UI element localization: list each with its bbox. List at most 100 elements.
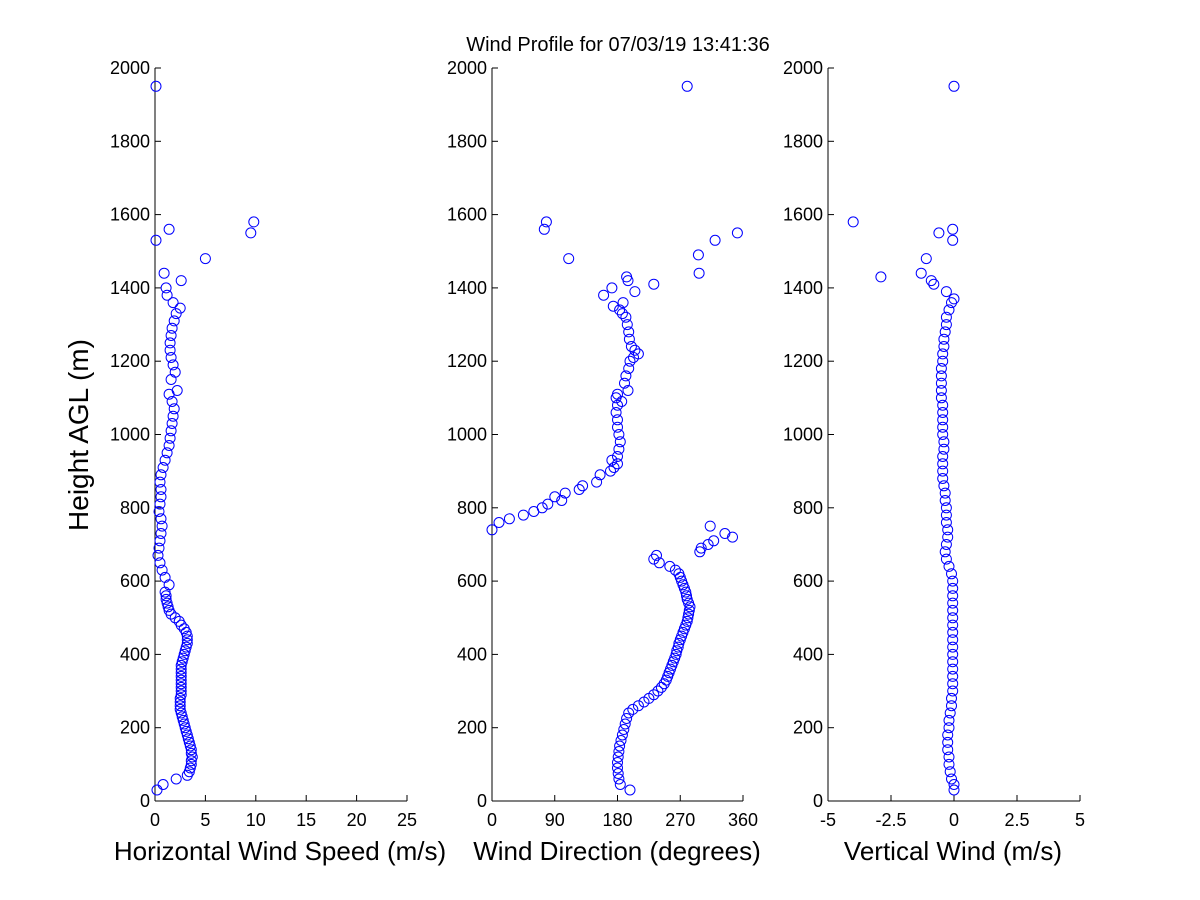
direction-data-point <box>623 333 635 345</box>
direction-data-point <box>606 282 618 294</box>
direction-data-point <box>612 458 623 470</box>
direction-data-point <box>623 707 635 719</box>
vertical-data-point <box>947 582 959 594</box>
direction-data-point <box>623 363 635 374</box>
vertical-data-point <box>940 517 952 528</box>
speed-ytick-label: 1400 <box>110 278 150 298</box>
vertical-data-point <box>942 531 954 543</box>
vertical-data-point <box>940 539 952 550</box>
direction-ytick-label: 200 <box>457 718 487 738</box>
vertical-data-point <box>940 553 952 565</box>
vertical-data-point <box>947 619 959 631</box>
direction-data-point <box>629 344 641 356</box>
direction-data-point <box>616 308 628 320</box>
direction-data-point <box>620 370 632 382</box>
speed-data-point <box>175 685 187 697</box>
direction-panel: 0 200 400 600 800 1000 1200 1400 1600 1800 2000 0 90… <box>447 58 761 866</box>
vertical-data-point <box>947 656 959 668</box>
speed-ytick-label: 1600 <box>110 205 150 225</box>
vertical-data-point <box>935 385 947 396</box>
vertical-data-point <box>940 319 952 331</box>
direction-data-point <box>591 476 603 488</box>
speed-data-point <box>180 626 192 638</box>
vertical-data-point <box>943 722 955 734</box>
vertical-data-point <box>942 729 954 741</box>
vertical-data-point <box>935 370 947 382</box>
direction-data-point <box>493 517 505 528</box>
vertical-data-point <box>937 465 949 477</box>
direction-data-point <box>556 495 568 506</box>
speed-data-point <box>173 615 185 627</box>
direction-data-point <box>621 271 633 283</box>
direction-data-point <box>681 80 693 92</box>
direction-data-point <box>629 286 641 298</box>
speed-data-point <box>178 623 190 635</box>
direction-axis-xlabel: Wind Direction (degrees) <box>473 836 761 866</box>
direction-data-point <box>681 615 693 627</box>
vertical-data-point <box>947 670 959 682</box>
speed-data-point <box>163 223 175 235</box>
vertical-data-point <box>938 443 950 455</box>
vertical-data-point <box>947 604 959 616</box>
speed-data-point <box>153 542 165 554</box>
vertical-data-point <box>947 663 959 675</box>
direction-ytick-label: 800 <box>457 498 487 518</box>
speed-data-point <box>171 385 183 396</box>
direction-data-point <box>709 234 721 246</box>
direction-ytick-label: 1000 <box>447 425 487 445</box>
vertical-data-point <box>937 421 949 433</box>
vertical-data-point <box>938 480 950 492</box>
vertical-xtick-label: 2.5 <box>1004 810 1029 830</box>
speed-data-point <box>174 696 186 708</box>
speed-data-point <box>157 779 169 790</box>
direction-data-point <box>692 249 704 261</box>
vertical-data-point <box>942 524 954 536</box>
speed-data-point <box>168 403 180 415</box>
speed-ytick-label: 1000 <box>110 425 150 445</box>
direction-data-point <box>486 524 498 536</box>
speed-data-point <box>154 535 166 547</box>
vertical-data-point <box>948 80 960 92</box>
speed-data-point <box>155 469 167 481</box>
direction-data-point <box>613 443 625 455</box>
direction-data-point <box>616 396 628 407</box>
direction-xtick-label: 180 <box>602 810 632 830</box>
direction-data-point <box>621 319 633 331</box>
speed-data-point <box>150 234 162 246</box>
speed-data-point <box>160 593 172 605</box>
direction-data-point <box>616 729 628 741</box>
direction-xtick-label: 270 <box>665 810 695 830</box>
vertical-data-point <box>940 509 952 521</box>
speed-data-point <box>181 637 193 649</box>
direction-data-point <box>614 779 626 790</box>
vertical-data-point <box>915 267 927 279</box>
speed-data-point <box>161 447 173 459</box>
vertical-data-point <box>946 297 957 309</box>
speed-data-point <box>150 80 162 92</box>
direction-data-point <box>614 304 626 316</box>
direction-data-point <box>606 454 618 466</box>
speed-data-point <box>165 352 177 363</box>
direction-data-point <box>632 348 644 360</box>
vertical-data-point <box>947 590 959 602</box>
vertical-data-point <box>947 575 959 587</box>
direction-data-point <box>652 685 664 697</box>
speed-data-point <box>151 784 163 796</box>
speed-axis-ylabel: Height AGL (m) <box>63 339 94 531</box>
speed-ytick-label: 800 <box>120 498 150 518</box>
vertical-data-point <box>935 377 947 389</box>
speed-data-point <box>163 579 175 591</box>
direction-data-point <box>573 484 585 495</box>
speed-data-point <box>155 528 167 539</box>
speed-data-point <box>164 432 176 444</box>
vertical-ytick-label: 1400 <box>783 278 823 298</box>
vertical-data-point <box>943 560 955 572</box>
vertical-ytick-label: 600 <box>793 571 823 591</box>
direction-xtick-label: 360 <box>728 810 758 830</box>
vertical-data-point <box>943 758 955 770</box>
direction-data-point <box>614 740 626 752</box>
direction-data-point <box>608 462 620 473</box>
vertical-data-point <box>948 293 960 305</box>
speed-data-point <box>159 454 171 466</box>
direction-data-point <box>632 700 644 712</box>
